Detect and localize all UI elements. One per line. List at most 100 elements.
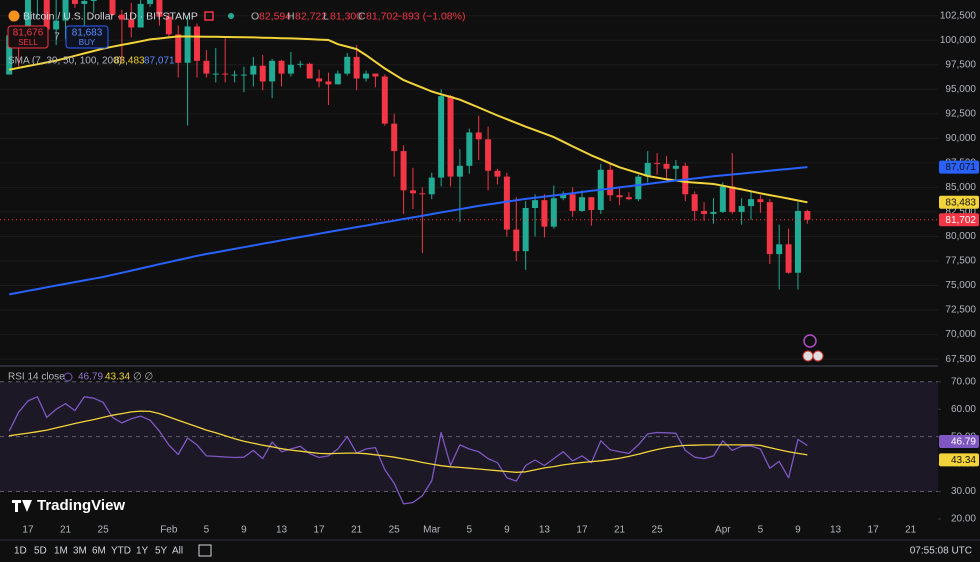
x-tick-label: 21	[60, 525, 72, 536]
y-tick-label: 95,000	[945, 84, 976, 95]
candle-body	[259, 65, 266, 82]
symbol-title[interactable]: Bitcoin / U.S. Dollar · 1D · BITSTAMP	[23, 10, 198, 22]
candle-body	[344, 56, 351, 74]
indicator-value: 87,071	[144, 56, 175, 67]
range-button[interactable]: 1Y	[136, 546, 149, 557]
candle-body	[672, 165, 679, 169]
logo-mark	[12, 500, 32, 512]
range-button[interactable]: 1M	[54, 546, 68, 557]
candle-body	[513, 229, 520, 252]
candle-body	[81, 0, 88, 4]
candle-body	[532, 200, 539, 209]
candle-body	[212, 73, 219, 75]
y-tick-label: 102,500	[940, 10, 977, 21]
event-flag[interactable]	[802, 350, 814, 362]
candle-body	[156, 0, 163, 17]
candle-body	[306, 63, 313, 79]
indicator-icon	[63, 372, 73, 382]
candle-body	[475, 132, 482, 140]
price-pane	[0, 0, 938, 296]
candle-body	[729, 186, 736, 212]
x-tick-label: 21	[614, 525, 626, 536]
candle-body	[776, 244, 783, 255]
price-badge-label: 83,483	[945, 197, 976, 208]
buy-button[interactable]	[65, 25, 109, 49]
price-change: −893 (−1.08%)	[396, 10, 465, 22]
candle-body	[353, 56, 360, 79]
price-badge	[939, 160, 979, 174]
candle-body	[62, 0, 69, 21]
candle-body	[203, 60, 210, 74]
candle-body	[128, 19, 135, 28]
y-tick-label: 70.00	[951, 376, 976, 387]
range-button[interactable]: 1D	[14, 546, 27, 557]
candle-body	[466, 132, 473, 166]
bitcoin-icon	[8, 10, 20, 22]
price-badge	[939, 434, 979, 448]
candle-body	[71, 0, 78, 4]
candle-body	[194, 26, 200, 61]
x-tick-label: 9	[504, 525, 510, 536]
y-tick-label: 90,000	[945, 133, 976, 144]
candle-body	[748, 199, 755, 207]
x-tick-label: Apr	[715, 525, 731, 536]
candle-body	[503, 176, 510, 230]
range-button[interactable]: All	[172, 546, 183, 557]
candle-body	[785, 244, 792, 273]
range-button[interactable]: 5Y	[155, 546, 168, 557]
event-icon[interactable]	[803, 334, 817, 348]
ohlc-value: 82,594	[259, 10, 291, 22]
candle-body	[654, 162, 661, 164]
x-tick-label: 13	[830, 525, 842, 536]
x-tick-label: 13	[276, 525, 288, 536]
y-tick-label: 85,000	[945, 182, 976, 193]
price-badge-label: 43.34	[951, 455, 976, 466]
candle-body	[710, 211, 717, 214]
candle-body	[428, 177, 435, 195]
indicator-line	[8, 396, 808, 505]
candle-body	[494, 170, 501, 177]
candle-body	[269, 60, 276, 82]
candle-body	[569, 194, 576, 211]
y-tick-label: 97,500	[945, 59, 976, 70]
candle-body	[278, 60, 285, 74]
candle-body	[137, 3, 144, 28]
indicator-label[interactable]: SMA (7, 30, 50, 100, 200)	[8, 56, 122, 67]
candle-body	[334, 73, 341, 85]
x-tick-label: 5	[204, 525, 210, 536]
range-button[interactable]: YTD	[111, 546, 131, 557]
candle-body	[804, 211, 811, 220]
range-button[interactable]: 5D	[34, 546, 47, 557]
date-range-icon[interactable]	[198, 544, 212, 557]
candle-body	[456, 165, 463, 177]
logo-text[interactable]: TradingView	[37, 497, 125, 514]
event-flag[interactable]	[812, 350, 824, 362]
sell-button[interactable]	[7, 25, 49, 49]
candle-body	[757, 199, 764, 203]
price-badge	[939, 453, 979, 467]
range-button[interactable]: 3M	[73, 546, 87, 557]
candle-body	[90, 0, 97, 1]
indicator-label[interactable]: RSI 14 close	[8, 372, 65, 383]
x-tick-label: 5	[467, 525, 473, 536]
x-tick-label: 17	[576, 525, 588, 536]
candle-body	[794, 210, 801, 273]
rsi-band	[0, 381, 938, 492]
x-tick-label: 17	[314, 525, 326, 536]
candle-body	[625, 197, 632, 200]
indicator-value: ∅ ∅	[133, 372, 153, 383]
candle-body	[616, 195, 623, 198]
y-tick-label: 75,000	[945, 280, 976, 291]
y-tick-label: 30.00	[951, 486, 976, 497]
candle-body	[147, 0, 154, 4]
alert-icon[interactable]	[204, 11, 214, 21]
candle-body	[438, 96, 445, 178]
candle-body	[184, 26, 191, 63]
candle-body	[691, 194, 698, 211]
range-button[interactable]: 6M	[92, 546, 106, 557]
price-badge-label: 81,702	[945, 215, 976, 226]
candle-body	[222, 73, 229, 75]
x-tick-label: 9	[795, 525, 801, 536]
candle-body	[325, 81, 332, 85]
